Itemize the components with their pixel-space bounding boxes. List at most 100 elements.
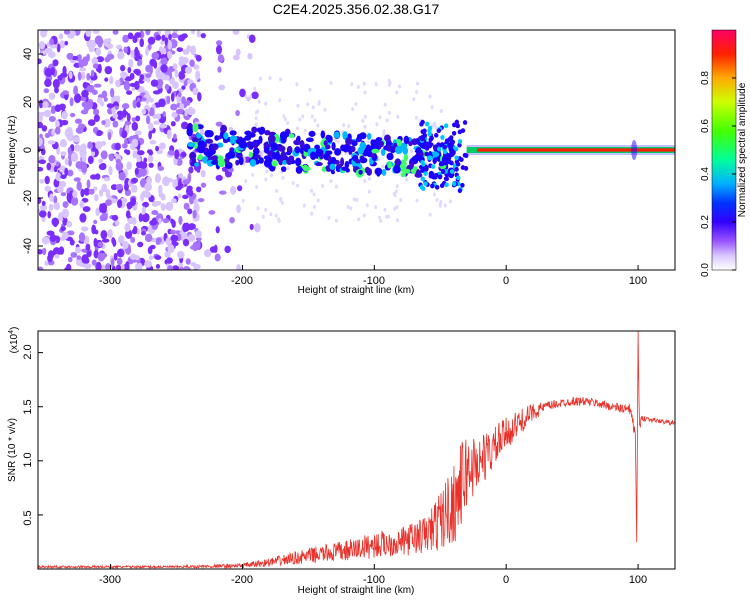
noise-blob xyxy=(189,59,195,68)
noise-blob xyxy=(41,216,46,222)
noise-blob xyxy=(38,208,41,213)
noise-blob xyxy=(141,231,146,236)
signal-blob xyxy=(455,123,460,129)
noise-blob xyxy=(355,197,359,202)
noise-blob xyxy=(96,130,103,137)
noise-blob xyxy=(435,197,439,202)
noise-blob xyxy=(381,164,385,169)
noise-blob xyxy=(383,102,387,107)
signal-blob xyxy=(299,147,304,155)
signal-blob xyxy=(430,183,435,189)
noise-blob xyxy=(48,203,54,212)
noise-blob xyxy=(277,218,281,223)
noise-blob xyxy=(145,73,152,78)
noise-blob xyxy=(131,117,137,122)
noise-blob xyxy=(131,177,139,184)
noise-blob xyxy=(350,82,354,87)
signal-blob xyxy=(336,163,342,169)
noise-blob xyxy=(229,185,237,195)
noise-blob xyxy=(52,79,60,89)
signal-blob xyxy=(451,181,457,187)
noise-blob xyxy=(38,137,43,147)
noise-blob xyxy=(256,206,260,211)
noise-blob xyxy=(93,219,98,225)
noise-blob xyxy=(253,86,257,91)
signal-blob xyxy=(457,142,462,148)
noise-blob xyxy=(122,34,129,43)
noise-blob xyxy=(38,159,47,165)
spectrogram-x-label: Height of straight line (km) xyxy=(298,285,415,296)
noise-blob xyxy=(346,204,350,209)
noise-blob xyxy=(351,107,355,112)
noise-blob xyxy=(192,209,197,219)
noise-blob xyxy=(124,138,128,145)
signal-blob xyxy=(334,148,342,156)
noise-blob xyxy=(53,166,58,173)
noise-blob xyxy=(327,215,331,220)
noise-blob xyxy=(415,198,419,203)
figure-title: C2E4.2025.356.02.38.G17 xyxy=(273,1,440,17)
signal-blob xyxy=(280,134,287,144)
signal-blob xyxy=(186,127,193,137)
noise-blob xyxy=(170,229,177,235)
noise-blob xyxy=(443,203,447,208)
noise-blob xyxy=(48,155,56,164)
scale-close: ) xyxy=(9,327,20,330)
noise-blob xyxy=(120,64,126,72)
noise-blob xyxy=(70,152,79,163)
noise-blob xyxy=(97,252,105,262)
signal-blob xyxy=(420,176,425,182)
noise-blob xyxy=(215,121,223,127)
noise-blob xyxy=(87,141,93,149)
signal-blob xyxy=(462,152,468,158)
noise-blob xyxy=(306,102,310,107)
noise-blob xyxy=(126,90,133,95)
signal-blob xyxy=(443,123,449,129)
noise-blob xyxy=(115,158,121,165)
noise-blob xyxy=(366,139,370,144)
signal-blob xyxy=(386,144,392,152)
signal-blob xyxy=(449,160,454,166)
signal-blob xyxy=(355,136,362,143)
noise-blob xyxy=(185,258,191,265)
snr-y-label: SNR (10 * v/v) xyxy=(7,418,18,482)
noise-blob xyxy=(247,52,253,60)
noise-blob xyxy=(69,30,76,37)
noise-blob xyxy=(133,225,138,233)
noise-blob xyxy=(76,181,82,191)
noise-blob xyxy=(139,161,148,169)
noise-blob xyxy=(195,237,202,242)
noise-blob xyxy=(363,90,367,95)
noise-blob xyxy=(52,59,59,67)
noise-blob xyxy=(200,170,206,178)
signal-blob xyxy=(315,162,323,167)
signal-blob xyxy=(192,123,199,133)
noise-blob xyxy=(363,114,367,119)
noise-blob xyxy=(164,37,169,47)
noise-blob xyxy=(132,99,138,109)
noise-blob xyxy=(433,121,437,126)
noise-blob xyxy=(100,162,107,168)
signal-blob xyxy=(380,148,386,157)
spectrogram-x-axis: -300 -200 -100 0 100 xyxy=(99,275,647,287)
noise-blob xyxy=(141,190,150,198)
noise-blob xyxy=(374,82,378,87)
signal-blob xyxy=(460,128,466,133)
noise-blob xyxy=(38,266,44,270)
noise-blob xyxy=(167,244,175,254)
noise-blob xyxy=(303,128,307,133)
noise-blob xyxy=(86,179,91,189)
noise-blob xyxy=(42,247,47,256)
snr-background xyxy=(38,331,675,569)
noise-blob xyxy=(115,183,123,191)
noise-blob xyxy=(188,189,194,197)
signal-blob xyxy=(442,144,447,150)
signal-blob xyxy=(426,155,432,161)
noise-blob xyxy=(144,182,153,192)
noise-blob xyxy=(215,226,220,234)
noise-blob xyxy=(81,254,89,264)
noise-blob xyxy=(116,248,125,258)
signal-blob xyxy=(278,157,284,166)
noise-blob xyxy=(47,250,55,260)
noise-blob xyxy=(54,86,59,94)
